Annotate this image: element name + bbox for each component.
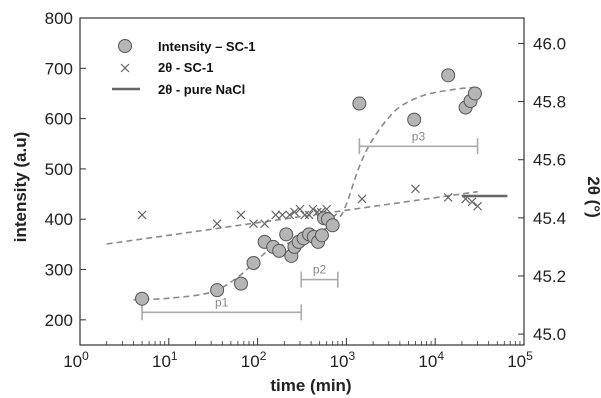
cross-stroke [467, 197, 477, 207]
y-tick-label: 600 [45, 110, 73, 129]
theta-sc1-point [212, 219, 222, 229]
cross-stroke [212, 219, 222, 229]
theta-sc1-point [290, 207, 299, 217]
legend-label-intensity: Intensity – SC-1 [158, 39, 256, 54]
theta-sc1-point [260, 219, 270, 229]
intensity-point [272, 243, 287, 258]
theta-sc1-point [295, 204, 305, 214]
y2-tick-label: 45.4 [533, 209, 566, 228]
intensity-point [135, 291, 150, 306]
cross-stroke [312, 207, 322, 217]
theta-sc1-point [467, 197, 477, 207]
intensity-point [233, 276, 248, 291]
period-markers: p1 p2 p3 [141, 129, 479, 321]
intensity-point [279, 227, 294, 242]
intensity-point [246, 255, 261, 270]
period-p2-label: p2 [313, 263, 327, 277]
intensity-point [467, 86, 482, 101]
cross-stroke [295, 204, 305, 214]
theta-sc1-point [304, 210, 314, 220]
x-tick-label: 103 [330, 349, 356, 371]
x-tick-exponent: 3 [349, 349, 356, 363]
intensity-fit-curve [133, 86, 478, 301]
intensity-point [314, 228, 329, 243]
intensity-point [352, 96, 367, 111]
x-tick-exponent: 5 [526, 349, 533, 363]
y2-tick-label: 46.0 [533, 34, 566, 53]
theta-fit-curve [106, 190, 478, 245]
cross-stroke [285, 210, 295, 220]
y-tick-label: 700 [45, 59, 73, 78]
cross-stroke [473, 201, 482, 211]
cross-stroke [271, 210, 281, 220]
theta-sc1-point [411, 184, 420, 194]
cross-stroke [308, 204, 318, 214]
y-axis-title: intensity (a.u) [11, 132, 30, 243]
cross-stroke [277, 210, 287, 220]
data-marks [135, 68, 508, 306]
theta-sc1-point [249, 219, 258, 229]
cross-stroke [357, 194, 367, 204]
x-axis-title: time (min) [270, 376, 351, 395]
y-tick-label: 400 [45, 210, 73, 229]
x-axis-ticks: 100 101 102 103 104 105 [63, 338, 533, 371]
x-tick-exponent: 4 [437, 349, 444, 363]
theta-sc1-point [277, 210, 287, 220]
theta-sc1-point [357, 194, 367, 204]
theta-sc1-point [461, 194, 471, 204]
y-axis-ticks: 200 300 400 500 600 700 800 [45, 9, 86, 330]
legend-label-theta-nacl: 2θ - pure NaCl [158, 82, 245, 97]
x-tick-label: 100 [63, 349, 89, 371]
y-tick-label: 500 [45, 160, 73, 179]
x-tick-exponent: 2 [260, 349, 267, 363]
theta-sc1-point [300, 210, 310, 220]
theta-sc1-point [137, 210, 147, 220]
cross-stroke [300, 210, 310, 220]
y-tick-label: 200 [45, 311, 73, 330]
y2-axis-title: 2θ (°) [584, 176, 601, 218]
theta-sc1-point [473, 201, 482, 211]
cross-stroke [260, 219, 270, 229]
y2-axis-ticks: 45.0 45.2 45.4 45.6 45.8 46.0 [518, 34, 566, 344]
y2-tick-label: 45.8 [533, 93, 566, 112]
y-tick-label: 300 [45, 261, 73, 280]
x-tick-label: 102 [241, 349, 267, 371]
cross-stroke [304, 210, 314, 220]
cross-stroke [411, 184, 420, 194]
intensity-point [325, 218, 340, 233]
period-p1-label: p1 [215, 295, 229, 309]
legend-circle-marker [118, 39, 132, 53]
theta-sc1-point [285, 210, 295, 220]
theta-sc1-point [308, 204, 318, 214]
legend-cross-marker [120, 63, 130, 73]
plot-area [79, 17, 525, 346]
cross-stroke [290, 207, 299, 217]
fit-curves [106, 86, 478, 301]
legend: Intensity – SC-1 2θ - SC-1 2θ - pure NaC… [112, 39, 256, 97]
cross-stroke [461, 194, 471, 204]
cross-stroke [137, 210, 147, 220]
x-tick-exponent: 0 [82, 349, 89, 363]
theta-sc1-point [271, 210, 281, 220]
theta-sc1-point [236, 210, 246, 220]
x-tick-exponent: 1 [171, 349, 178, 363]
y2-tick-label: 45.6 [533, 151, 566, 170]
x-tick-label: 105 [507, 349, 533, 371]
y-tick-label: 800 [45, 9, 73, 28]
legend-label-theta-sc1: 2θ - SC-1 [158, 60, 213, 75]
intensity-point [210, 283, 225, 298]
intensity-point [441, 68, 456, 83]
intensity-point [407, 112, 422, 127]
x-tick-label: 101 [152, 349, 178, 371]
cross-stroke [443, 193, 453, 202]
period-p3-label: p3 [412, 129, 426, 143]
theta-sc1-point [443, 193, 453, 202]
x-tick-label: 104 [418, 349, 444, 371]
cross-stroke [236, 210, 246, 220]
cross-stroke [249, 219, 258, 229]
y2-tick-label: 45.2 [533, 267, 566, 286]
y2-tick-label: 45.0 [533, 325, 566, 344]
